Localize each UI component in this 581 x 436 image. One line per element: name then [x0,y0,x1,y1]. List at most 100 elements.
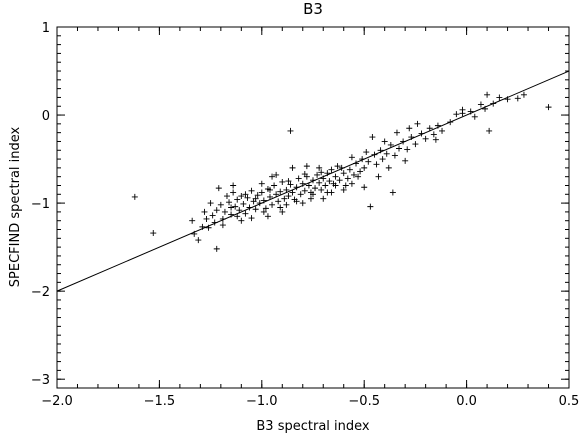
data-point [289,164,296,171]
data-point [367,203,374,210]
data-point [228,211,235,218]
data-point [234,213,241,220]
data-point [348,154,355,161]
data-point [244,194,251,201]
data-point [520,91,527,98]
data-point [414,120,421,127]
data-point [299,180,306,187]
data-point [254,192,261,199]
data-point [240,200,247,207]
data-point [252,206,259,213]
data-point [387,141,394,148]
data-point [359,156,366,163]
data-point [490,100,497,107]
data-point [338,164,345,171]
data-point [310,191,316,198]
data-point [238,193,245,200]
data-point [377,147,384,154]
data-point [404,146,411,153]
data-point [357,168,364,175]
data-point [269,173,276,180]
data-point [131,193,138,200]
data-point [373,161,380,168]
data-point [211,219,218,226]
data-point [230,189,237,196]
data-point [369,134,376,141]
chart-title: B3 [303,0,323,18]
data-point [484,91,491,98]
data-point [258,180,265,187]
x-axis-ticks: −2.0 −1.5 −1.0 −0.5 0.0 0.5 [41,27,579,409]
data-point [344,175,351,182]
data-point [379,156,386,163]
data-point [287,127,294,134]
y-axis-ticks: 1 0 −1 −2 −3 [31,21,569,388]
data-point [350,171,357,178]
data-point [334,163,341,170]
data-point [232,203,239,210]
x-tick-label: 0.0 [456,394,477,409]
data-point [318,169,325,176]
x-tick-label: −2.0 [41,394,73,409]
data-point [467,108,474,115]
data-point [221,208,228,215]
data-point [258,189,265,196]
data-point [299,200,306,207]
data-point [301,171,308,178]
y-axis-label: SPECFIND spectral index [8,126,23,287]
data-point [342,182,349,189]
data-point [391,152,398,159]
data-point [271,182,278,189]
data-point [283,201,290,208]
data-point [412,141,419,148]
data-point [371,151,378,158]
data-point [447,119,454,126]
data-point [189,217,196,224]
plot-frame [56,26,570,389]
x-tick-label: −1.0 [246,394,278,409]
x-tick-label: −1.5 [144,394,176,409]
data-point [273,171,280,178]
data-point [223,193,230,200]
data-point [328,166,335,173]
data-point [336,177,343,184]
data-point [275,198,282,205]
data-point [201,208,208,215]
data-point [310,177,316,184]
data-point [389,189,396,196]
data-point [293,198,300,205]
data-point [213,207,220,214]
data-point [361,184,368,191]
data-point [381,138,388,145]
data-point [430,131,437,138]
data-point [248,215,255,222]
data-point [217,201,224,208]
data-point [320,195,327,202]
data-point [203,215,210,222]
x-axis-label: B3 spectral index [256,419,370,434]
data-point [514,95,521,102]
x-tick-label: −0.5 [348,394,380,409]
data-point [316,164,323,171]
data-point [340,170,347,177]
data-point [205,224,212,231]
data-point [346,166,353,173]
data-point [340,186,347,193]
data-point [486,127,493,134]
y-tick-label: −1 [31,197,50,212]
data-point [439,127,446,134]
data-point [228,204,235,211]
data-point [426,125,433,132]
data-point [226,199,233,206]
data-point [314,171,321,178]
data-point [287,181,294,188]
data-point [326,178,333,185]
data-point [396,145,403,152]
data-point [322,182,329,189]
data-point [262,205,269,212]
data-point [365,158,372,165]
data-point [219,215,226,222]
data-point [408,134,415,141]
data-point [400,138,407,145]
